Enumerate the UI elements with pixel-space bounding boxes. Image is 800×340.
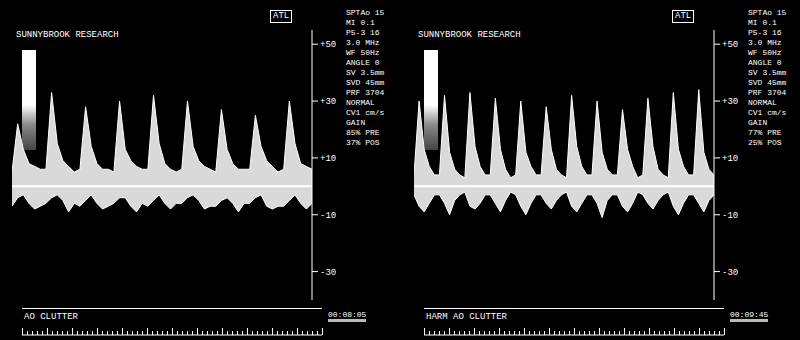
html-text:ATL: ATL <box>273 11 290 21</box>
html-text:GAIN: GAIN <box>346 118 366 127</box>
html-text:SVD 45mm: SVD 45mm <box>346 78 385 87</box>
html-text:SUNNYBROOK RESEARCH: SUNNYBROOK RESEARCH <box>16 30 119 40</box>
html-text:3.0 MHz: 3.0 MHz <box>748 38 782 47</box>
svg-text:+10: +10 <box>722 154 738 164</box>
html-text:WF 50Hz: WF 50Hz <box>748 48 782 57</box>
html-text:SVD 45mm: SVD 45mm <box>748 78 787 87</box>
svg-text:+10: +10 <box>320 154 336 164</box>
html-text:P5-3 16: P5-3 16 <box>748 28 782 37</box>
html-text:CV1 cm/s: CV1 cm/s <box>748 108 787 117</box>
svg-text:-10: -10 <box>722 211 738 221</box>
html-text:77% PRE: 77% PRE <box>748 128 782 137</box>
svg-text:+30: +30 <box>722 97 738 107</box>
html-text:SPTAo 15: SPTAo 15 <box>748 8 787 17</box>
html-text:HARM AO CLUTTER: HARM AO CLUTTER <box>426 312 507 322</box>
html-text:SUNNYBROOK RESEARCH: SUNNYBROOK RESEARCH <box>418 30 521 40</box>
html-text:SV 3.5mm: SV 3.5mm <box>346 68 385 77</box>
html-text:SPTAo 15: SPTAo 15 <box>346 8 385 17</box>
html-text:MI 0.1: MI 0.1 <box>346 18 375 27</box>
html-text:NORMAL: NORMAL <box>346 98 375 107</box>
html-text:P5-3 16: P5-3 16 <box>346 28 380 37</box>
html-text:NORMAL: NORMAL <box>748 98 777 107</box>
html-text:AO CLUTTER: AO CLUTTER <box>24 312 78 322</box>
html-text:3.0 MHz: 3.0 MHz <box>346 38 380 47</box>
html-text:SV 3.5mm: SV 3.5mm <box>748 68 787 77</box>
svg-text:+30: +30 <box>320 97 336 107</box>
html-text:WF 50Hz: WF 50Hz <box>346 48 380 57</box>
html-text:GAIN: GAIN <box>748 118 768 127</box>
svg-text:+50: +50 <box>722 40 738 50</box>
html-text:00:09:45: 00:09:45 <box>730 310 769 319</box>
svg-text:-30: -30 <box>320 268 336 278</box>
html-text:00:08:05: 00:08:05 <box>328 310 367 319</box>
svg-text:-10: -10 <box>320 211 336 221</box>
html-text:37% POS: 37% POS <box>346 138 380 147</box>
svg-text:-30: -30 <box>722 268 738 278</box>
html-text:25% POS: 25% POS <box>748 138 782 147</box>
html-text:PRF 3704: PRF 3704 <box>748 88 787 97</box>
html-text:ATL: ATL <box>675 11 692 21</box>
html-text:ANGLE 0: ANGLE 0 <box>346 58 380 67</box>
html-text:85% PRE: 85% PRE <box>346 128 380 137</box>
svg-text:+50: +50 <box>320 40 336 50</box>
html-text:CV1 cm/s: CV1 cm/s <box>346 108 385 117</box>
html-text:MI 0.1: MI 0.1 <box>748 18 777 27</box>
html-text:PRF 3704: PRF 3704 <box>346 88 385 97</box>
html-text:ANGLE 0: ANGLE 0 <box>748 58 782 67</box>
